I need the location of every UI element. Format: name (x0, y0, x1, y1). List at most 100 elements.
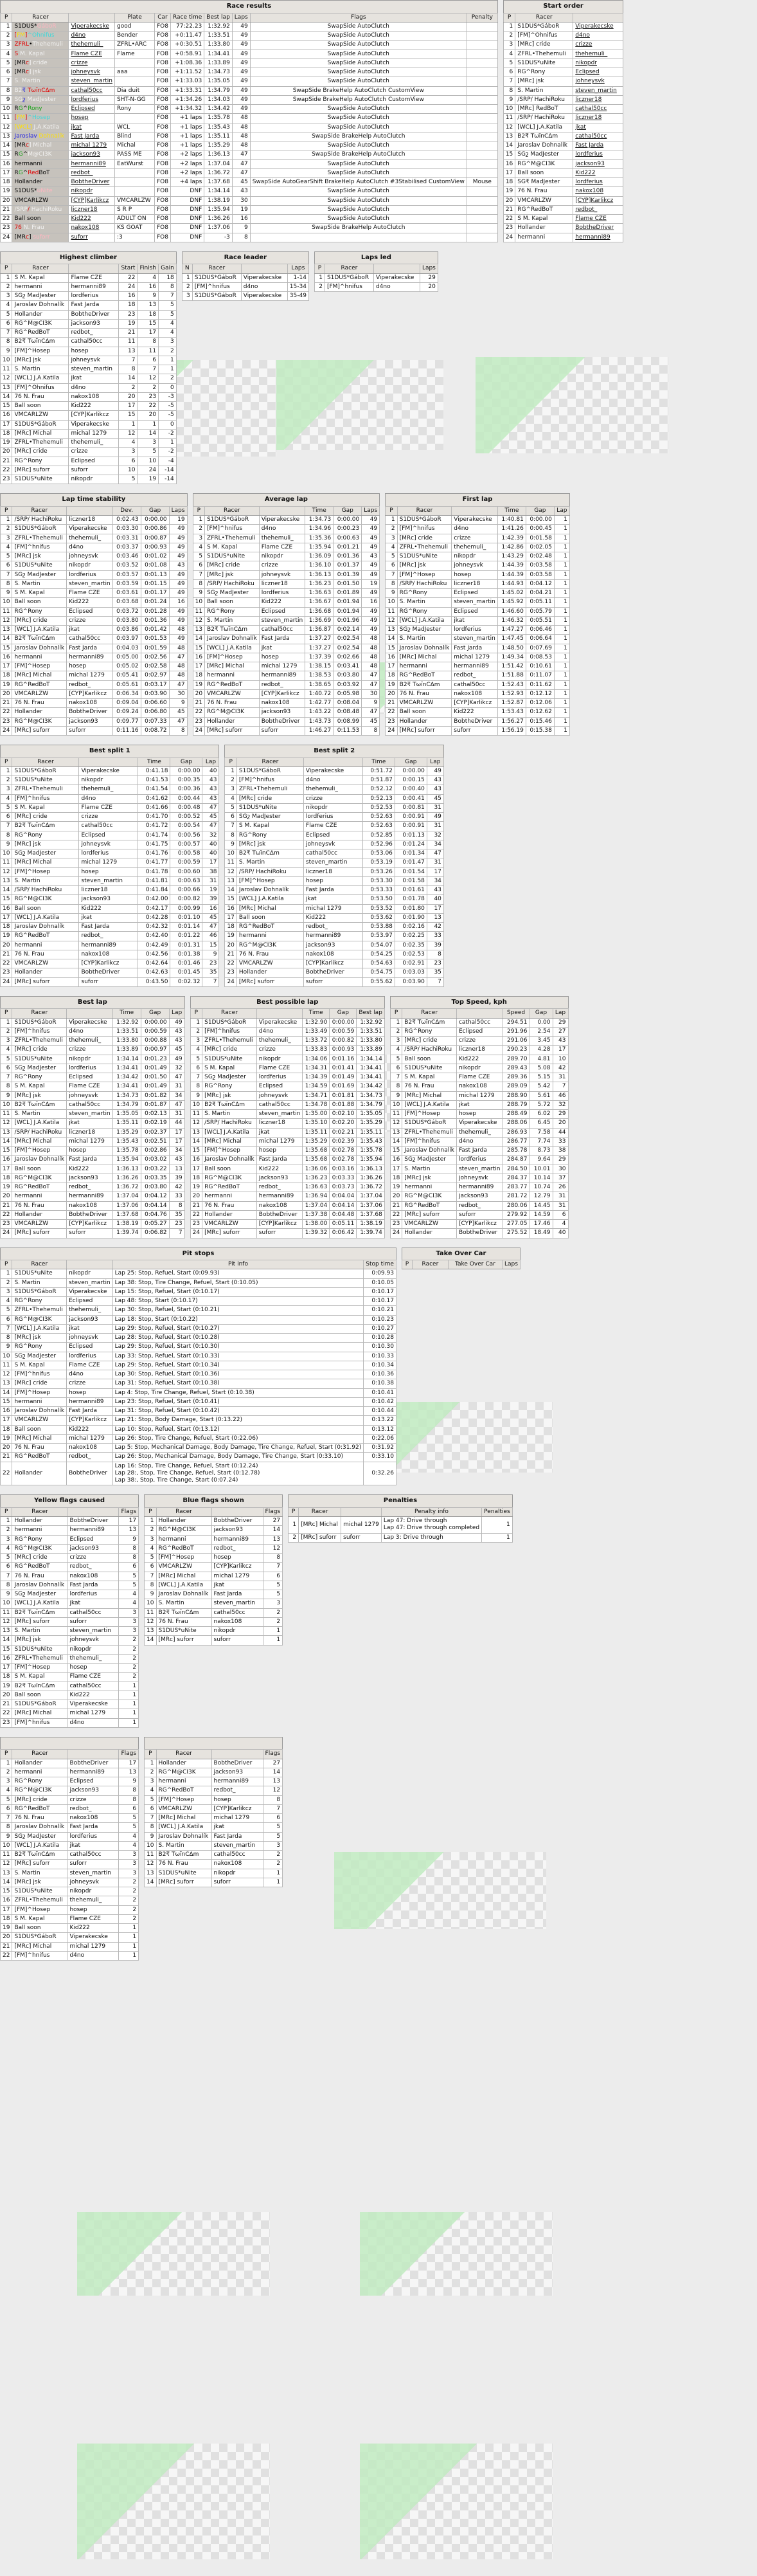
table-row[interactable]: 14 [MRc] suforr suforr 1 (144, 1635, 283, 1646)
table-row[interactable]: 8 S. Martin steven_martin 0:03.59 0:01.15 49 (0, 579, 188, 590)
column-header[interactable]: Flags (262, 1749, 283, 1759)
table-row[interactable]: 23 [FM]^hnifus d4no 1 (0, 1718, 139, 1728)
table-row[interactable]: 4/SRP/ HachiRoku liczner18 290.23 4.28 17 (389, 1045, 569, 1055)
table-row[interactable]: 14 Jaroslav Dohnalík Fast Jarda 1:37.27 0:02… (192, 634, 380, 644)
table-row[interactable]: 6 RG^RedBoT redbot_ 6 (0, 1804, 139, 1815)
table-row[interactable]: 9 SGշ MadJester lordferius SHT-N-GG FO8 +1:34… (0, 95, 498, 105)
table-row[interactable]: 18 SG₹ MadJester lordferius (503, 177, 624, 188)
table-row[interactable]: 3 S1DUS*GáboR Viperakecske Lap 15: Stop, Re… (0, 1287, 396, 1298)
table-row[interactable]: 1 S1DUS*GáboR Viperakecske 1:34.73 0:00.00 49 (192, 514, 380, 525)
column-header[interactable]: P (144, 1507, 157, 1518)
table-row[interactable]: 3 ZFRL•Thehemuli thehemuli_ 0:41.54 0:00.36 4… (0, 785, 220, 795)
table-row[interactable]: 5 S1DUS*uNite nikopdr 1:43.29 0:02.48 1 (385, 551, 570, 562)
column-header[interactable]: Racer (156, 1507, 212, 1518)
table-row[interactable]: 20 Ball soon Kid222 1 (0, 1690, 139, 1701)
table-row[interactable]: 22 [FM]^hnifus d4no 1 (0, 1950, 139, 1961)
table-row[interactable]: 8 Jaroslav Dohnalík Fast Jarda 5 (0, 1822, 139, 1833)
table-row[interactable]: 23 VMCARLZW [CYP]Karlikcz 1:38.00 0:05.11 1:3… (190, 1219, 385, 1229)
table-row[interactable]: 5 [FM]^Hosep hosep 8 (144, 1552, 283, 1563)
column-header[interactable] (211, 1749, 263, 1759)
table-row[interactable]: 4 [MRc] cride crizze 1:33.83 0:00.93 1:33.89 (190, 1045, 385, 1055)
column-header[interactable]: Laps (361, 505, 380, 516)
table-row[interactable]: 18 RG^RedBoT redbot_ 0:53.88 0:02.16 42 (224, 921, 444, 932)
table-row[interactable]: 22 Hollander BobtheDriver 0:09.24 0:06.80 45 (0, 707, 188, 718)
table-row[interactable]: 21 76 N. Frau nakox108 0:42.56 0:01.38 9 (0, 949, 220, 960)
table-row[interactable]: 18 S M. Kapal Flame CZE 2 (0, 1914, 139, 1925)
table-row[interactable]: 4 [MRc] cride crizze 1:33.89 0:00.97 45 (0, 1045, 185, 1055)
table-row[interactable]: 1/SRP/ HachiRoku liczner18 0:02.43 0:00.00 1… (0, 514, 188, 525)
column-header[interactable]: Flags (249, 12, 467, 23)
table-row[interactable]: 24 [MRc] suforr suforr 1:39.74 0:06.82 7 (0, 1228, 185, 1238)
table-row[interactable]: 17 [FM]^Hosep hosep 0:05.02 0:02.58 48 (0, 661, 188, 672)
table-row[interactable]: 21 76 N. Frau nakox108 0:09.04 0:06.60 9 (0, 698, 188, 709)
column-header[interactable]: Gap (140, 505, 170, 516)
table-row[interactable]: 24 Hollander BobtheDriver 275.52 18.49 40 (389, 1228, 569, 1238)
table-row[interactable]: 15 [WCL] J.A.Katila jkat 0:53.50 0:01.78 40 (224, 894, 444, 905)
column-header[interactable]: Racer (12, 1008, 67, 1019)
table-row[interactable]: 20 hermanni hermanni89 1:36.94 0:04.04 1:37.0… (190, 1192, 385, 1202)
table-row[interactable]: 18 RG^RedBoT redbot_ 1:51.88 0:11.07 1 (385, 671, 570, 681)
table-row[interactable]: 17 [FM]^Hosep hosep 2 (0, 1662, 139, 1673)
table-row[interactable]: 15 Ball soon Kid222 17 22 -5 (0, 401, 177, 412)
table-row[interactable]: 22 [MRc] suforr suforr 10 24 -14 (0, 465, 177, 476)
column-header[interactable]: Gap (394, 757, 427, 767)
table-row[interactable]: 21 VMCARLZW [CYP]Karlikcz 1:52.87 0:12.06 1 (385, 698, 570, 709)
table-row[interactable]: 23 Hollander BobtheDriver 1:43.73 0:08.99 45 (192, 716, 380, 727)
column-header[interactable]: Racer (156, 1749, 212, 1759)
table-row[interactable]: 13 S1DUS*uNite nikopdr 1 (144, 1626, 283, 1637)
table-row[interactable]: 8 B2₹ TωïnCΔm cathal50cc 11 8 3 (0, 337, 177, 347)
table-row[interactable]: 1 S1DUS*GáboR Viperakecske 1:32.92 0:00.00 49 (0, 1017, 185, 1028)
table-row[interactable]: 4 RG^RedBoT redbot_ 12 (144, 1786, 283, 1796)
table-row[interactable]: 15 RG^M@CI3K jackson93 0:42.00 0:00.82 39 (0, 894, 220, 905)
table-row[interactable]: 12 [WCL] J.A.Katila jkat (503, 122, 624, 132)
column-header[interactable]: Time (112, 1008, 141, 1019)
table-row[interactable]: 14 76 N. Frau nakox108 20 23 -3 (0, 392, 177, 403)
column-header[interactable]: Flags (118, 1749, 139, 1759)
column-header[interactable]: Lap (168, 1008, 185, 1019)
column-header[interactable]: Lap (426, 757, 444, 767)
table-row[interactable]: 11 S. Martin steven_martin 8 7 1 (0, 364, 177, 375)
table-row[interactable]: 12 [MRc] cride crizze 0:03.80 0:01.36 49 (0, 615, 188, 626)
table-row[interactable]: 16 hermanni hermanni89 0:05.00 0:02.56 47 (0, 652, 188, 663)
table-row[interactable]: 12 [WCL] J.A.Katila jkat 1:46.32 0:05.51 1 (385, 615, 570, 626)
column-header[interactable]: P (0, 1259, 13, 1270)
column-header[interactable]: Time (305, 505, 334, 516)
table-row[interactable]: 23 Hollander BobtheDriver 0:42.63 0:01.45 35 (0, 968, 220, 978)
table-row[interactable]: 13 S. Martin steven_martin 3 (0, 1626, 139, 1637)
table-row[interactable]: 11/SRP/ HachiRoku liczner18 (503, 113, 624, 123)
table-row[interactable]: 2 [FM]^hnifus d4no 1:34.96 0:00.23 49 (192, 524, 380, 534)
table-row[interactable]: 3 ZFRL•Thehemuli thehemuli_ 0:52.12 0:00.40 4… (224, 785, 444, 795)
table-row[interactable]: 11 B2₹ TωïnCΔm cathal50cc 3 (0, 1608, 139, 1618)
table-row[interactable]: 22 VMCARLZW [CYP]Karlikcz 0:42.64 0:01.46 23 (0, 958, 220, 969)
column-header[interactable]: Gain (158, 264, 177, 274)
table-row[interactable]: 11 S. Martin steven_martin 1:35.05 0:02.13 31 (0, 1109, 185, 1120)
table-row[interactable]: 18 hermanni hermanni89 1:38.53 0:03.80 47 (192, 671, 380, 681)
table-row[interactable]: 11 B2₹ TωïnCΔm cathal50cc 2 (144, 1849, 283, 1860)
column-header[interactable] (256, 1008, 303, 1019)
table-row[interactable]: 8 [WCL] J.A.Katila jkat 5 (144, 1822, 283, 1833)
table-row[interactable]: 12 76 N. Frau nakox108 2 (144, 1617, 283, 1628)
table-row[interactable]: 15 [FM]^Hosep hosep 1:35.78 0:02.86 34 (0, 1145, 185, 1156)
table-row[interactable]: 17 S1DUS*GáboR Viperakecske 1 1 0 (0, 419, 177, 430)
table-row[interactable]: 5 Ball soon Kid222 289.70 4.81 10 (389, 1054, 569, 1064)
table-row[interactable]: 20 S1DUS*GáboR Viperakecske 1 (0, 1932, 139, 1943)
table-row[interactable]: 14 [MRc] jsk johneysvk 2 (0, 1877, 139, 1888)
table-row[interactable]: 15 S1DUS*uNite nikopdr 2 (0, 1644, 139, 1655)
table-row[interactable]: 8 RG^Rony Eclipsed 1:34.59 0:01.69 1:34.42 (190, 1082, 385, 1092)
table-row[interactable]: 3 hermanni hermanni89 13 (144, 1534, 283, 1545)
column-header[interactable]: Racer (515, 12, 574, 23)
table-row[interactable]: 2 [FM]^hnifus d4no 0:51.87 0:00.15 43 (224, 775, 444, 786)
table-row[interactable]: 12/SRP/ HachiRoku liczner18 1:35.10 0:02.20… (190, 1118, 385, 1129)
table-row[interactable]: 22 Hollander BobtheDriver 1:37.38 0:04.48 1:3… (190, 1210, 385, 1220)
table-row[interactable]: 2 [FM]^hnifus d4no 20 (314, 282, 438, 293)
table-row[interactable]: 6 [MRc] jsk johneysvk 1:44.39 0:03.58 1 (385, 561, 570, 571)
column-header[interactable] (67, 1507, 120, 1518)
table-row[interactable]: 21 76 N. Frau nakox108 1:42.77 0:08.04 9 (192, 698, 380, 709)
table-row[interactable]: 13 ZFRL•Thehemuli thehemuli_ 286.93 7.58 44 (389, 1127, 569, 1138)
column-header[interactable]: Racer (236, 757, 304, 767)
column-header[interactable]: P (0, 1507, 13, 1518)
table-row[interactable]: 3 S1DUS*GáboR Viperakecske 35-49 (181, 291, 309, 302)
table-row[interactable]: 13 Jaroslav Dohnalík Fast Jarda Blind FO8 +1 … (0, 131, 498, 142)
table-row[interactable]: 24 [MRc] suforr suforr 1:46.27 0:11.53 8 (192, 725, 380, 736)
